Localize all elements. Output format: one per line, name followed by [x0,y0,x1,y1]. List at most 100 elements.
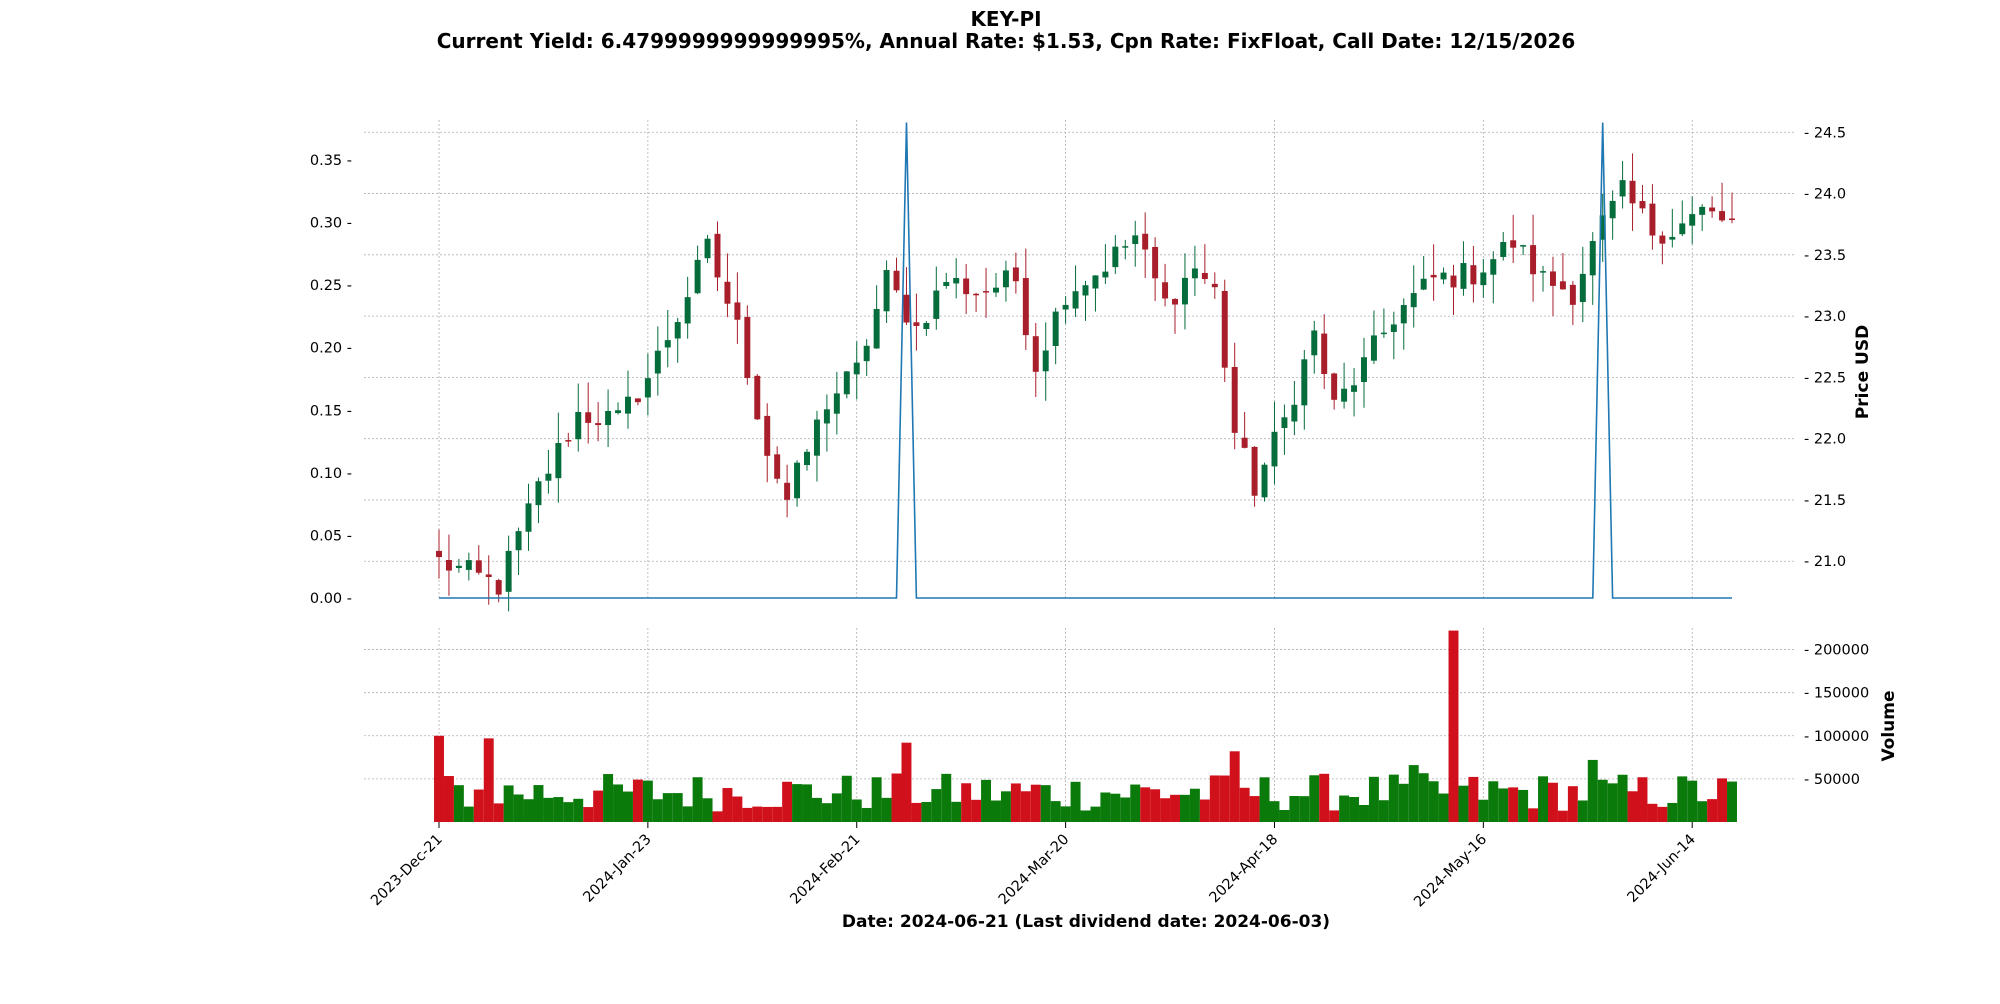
volume-bar [1279,809,1290,822]
candle-body [1599,215,1606,240]
candle-body [515,531,522,551]
candle-body [1659,235,1666,244]
candle-body [1629,180,1636,204]
candle-body [485,574,492,577]
candle-body [1191,268,1198,279]
candle-body [843,371,850,395]
volume-bar [742,807,753,822]
volume-bar [1219,775,1230,822]
volume-bar [1209,775,1220,822]
volume-bar [1498,788,1509,822]
candle-body [615,410,622,414]
volume-bar [971,799,982,822]
volume-bar [1637,777,1648,822]
volume-bar [1488,781,1499,822]
volume-bar [1587,759,1598,822]
volume-bar [772,806,783,822]
volume-bar [1339,795,1350,822]
volume-bar [1150,789,1161,822]
candle-body [1500,242,1507,257]
candle-body [1410,293,1417,308]
price-tick-label: - 23.0 [1804,309,1846,325]
price-tick-label: - 21.5 [1804,493,1846,509]
candle-body [1400,305,1407,324]
candle-body [903,294,910,323]
candle-body [794,462,801,499]
candle-body [823,409,830,424]
x-tick-label: 2024-Feb-21 [788,832,864,908]
volume-bar [1130,784,1141,822]
candle-body [1221,291,1228,368]
volume-bar [961,783,972,822]
volume-bar [1289,796,1300,822]
candle-body [1321,333,1328,374]
candle-body [1530,245,1537,275]
candle-body [1122,246,1129,248]
volume-bar [1030,784,1041,822]
volume-bar [931,789,942,822]
candle-body [1520,245,1527,247]
candle-body [893,270,900,291]
candle-body [664,340,671,348]
candle-body [1261,464,1268,498]
dividend-tick-label: 0.35 - [310,153,352,169]
candle-body [724,281,731,304]
candle-body [595,423,602,426]
candle-body [1679,223,1686,235]
volume-bar [1388,774,1399,822]
candle-body [1042,350,1049,372]
candle-body [923,323,930,330]
volume-bar [921,801,932,822]
candle-body [1639,201,1646,209]
candle-body [1291,404,1298,422]
candle-body [1152,246,1159,279]
dividend-tick-label: 0.00 - [310,591,352,607]
candle-body [436,550,442,558]
candle-body [813,419,820,456]
candle-body [674,322,681,339]
volume-bar [692,777,703,822]
volume-bar [543,797,554,822]
candle-body [1361,357,1367,383]
candle-body [1012,267,1019,282]
candle-body [804,451,810,466]
price-tick-label: - 21.0 [1804,554,1846,570]
volume-bar [1368,776,1379,822]
volume-bar [1717,778,1728,822]
volume-axis-label: Volume [1879,690,1899,761]
candle-body [1231,366,1238,433]
volume-bar [1329,810,1340,822]
volume-bar [1160,798,1171,822]
volume-bar [901,742,912,822]
volume-tick-label: - 200000 [1804,643,1869,659]
volume-bar [991,800,1001,822]
volume-bar [503,785,514,822]
candle-body [1341,388,1348,402]
volume-bar [732,796,743,822]
candle-body [1609,200,1616,219]
candle-body [1450,275,1457,288]
volume-bar [831,793,842,822]
volume-bar [1458,785,1469,822]
candle-body [774,454,781,479]
candle-body [1331,373,1338,400]
x-tick-label: 2024-May-16 [1411,832,1490,911]
candle-body [1420,278,1427,290]
dividend-tick-label: 0.25 - [310,278,352,294]
candle-body [863,345,870,362]
volume-bar [1070,781,1081,822]
volume-bar [613,784,624,822]
volume-bar [1319,773,1330,822]
candle-body [1729,218,1735,221]
volume-bar [1378,800,1389,822]
candle-body [1052,311,1059,346]
volume-bar [1607,783,1618,822]
volume-bar [1309,775,1320,822]
volume-bar [672,793,683,822]
volume-bar [533,785,544,822]
volume-bar [861,807,872,822]
volume-bar [573,798,584,822]
volume-bar [593,790,604,822]
